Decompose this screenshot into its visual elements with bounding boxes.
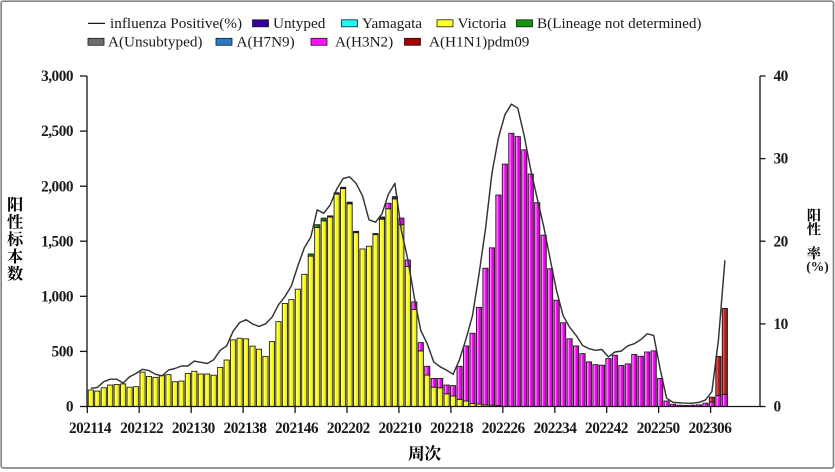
svg-text:A(Unsubtyped): A(Unsubtyped) <box>108 34 202 51</box>
svg-text:1,000: 1,000 <box>41 288 74 305</box>
svg-text:0: 0 <box>774 399 782 416</box>
svg-text:202130: 202130 <box>172 420 216 437</box>
svg-text:2,000: 2,000 <box>41 178 74 195</box>
svg-text:202250: 202250 <box>637 420 681 437</box>
svg-text:500: 500 <box>52 344 74 361</box>
svg-text:40: 40 <box>774 68 789 85</box>
svg-text:202210: 202210 <box>378 420 422 437</box>
svg-text:202202: 202202 <box>327 420 370 437</box>
svg-text:Victoria: Victoria <box>458 15 507 32</box>
svg-text:202306: 202306 <box>688 420 732 437</box>
svg-text:Yamagata: Yamagata <box>362 15 422 32</box>
svg-text:202138: 202138 <box>224 420 268 437</box>
svg-text:Untyped: Untyped <box>273 15 326 32</box>
svg-text:202242: 202242 <box>585 420 628 437</box>
svg-text:202146: 202146 <box>275 420 319 437</box>
svg-text:B(Lineage not determined): B(Lineage not determined) <box>537 15 701 32</box>
svg-text:A(H3N2): A(H3N2) <box>335 34 393 51</box>
svg-text:202234: 202234 <box>533 420 577 437</box>
svg-text:202218: 202218 <box>430 420 474 437</box>
svg-text:A(H1N1)pdm09: A(H1N1)pdm09 <box>429 34 529 51</box>
svg-text:202226: 202226 <box>482 420 526 437</box>
svg-text:influenza Positive(%): influenza Positive(%) <box>110 15 242 32</box>
svg-text:(%): (%) <box>806 259 829 274</box>
svg-text:202122: 202122 <box>120 420 163 437</box>
svg-text:3,000: 3,000 <box>41 68 74 85</box>
svg-text:20: 20 <box>774 233 789 250</box>
svg-text:2,500: 2,500 <box>41 123 74 140</box>
svg-text:0: 0 <box>66 399 74 416</box>
svg-text:202114: 202114 <box>69 420 112 437</box>
svg-text:A(H7N9): A(H7N9) <box>237 34 295 51</box>
svg-text:30: 30 <box>774 151 789 168</box>
svg-text:10: 10 <box>774 316 789 333</box>
svg-text:1,500: 1,500 <box>41 233 74 250</box>
